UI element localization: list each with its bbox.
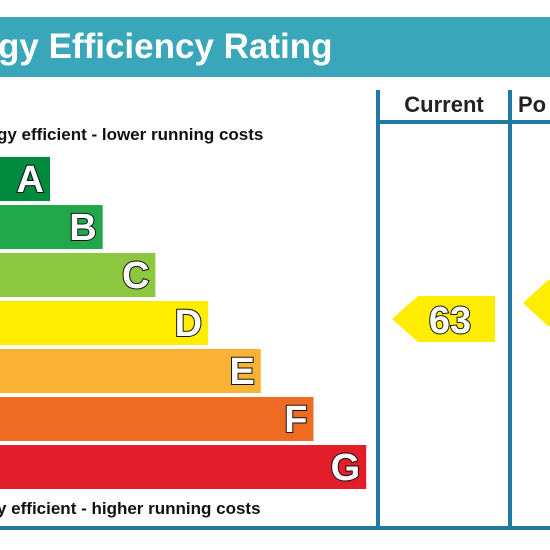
current-rating: 63: [429, 300, 471, 342]
band-letter: A: [17, 159, 44, 201]
column-header: Current: [404, 92, 484, 117]
current-arrow: [392, 296, 495, 342]
title: gy Efficiency Rating: [0, 27, 333, 66]
band-letter: F: [284, 399, 307, 441]
band-bar: [0, 205, 103, 249]
band-letter: E: [229, 351, 254, 393]
scale-note: y efficient - higher running costs: [0, 499, 261, 518]
frame: [0, 90, 550, 530]
band-bar: [0, 445, 367, 489]
band-bar: [0, 253, 156, 297]
scale-note: gy efficient - lower running costs: [0, 125, 263, 144]
band-bar: [0, 157, 50, 201]
band-letter: D: [175, 303, 202, 345]
band-bar: [0, 349, 261, 393]
title-bar: [0, 17, 550, 77]
column-header: Po: [518, 92, 546, 117]
band-letter: B: [69, 207, 96, 249]
band-bar: [0, 397, 314, 441]
potential-arrow: [523, 280, 550, 326]
band-letter: C: [122, 255, 149, 297]
band-letter: G: [331, 447, 361, 489]
band-bar: [0, 301, 209, 345]
